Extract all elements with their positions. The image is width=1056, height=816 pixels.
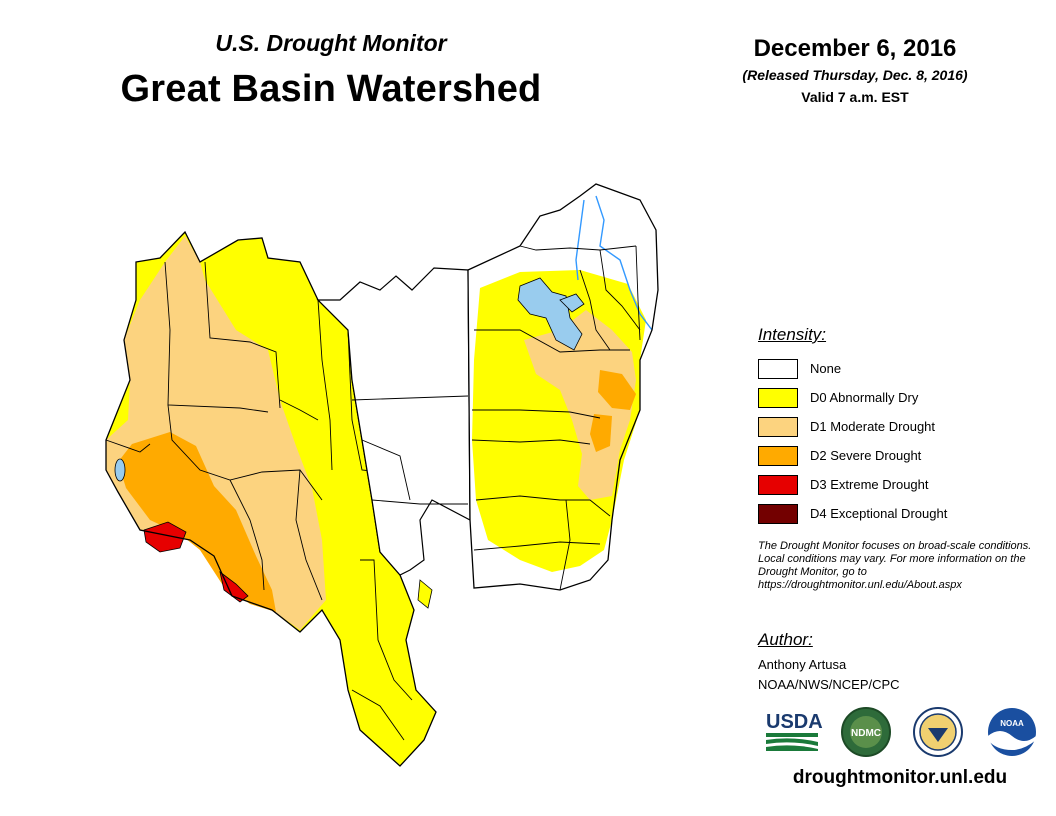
map-title: Great Basin Watershed (120, 68, 542, 110)
legend-swatch-d2 (758, 445, 798, 466)
ndmc-logo: NDMC (841, 707, 891, 757)
legend-swatch-d0 (758, 387, 798, 408)
rivers (575, 195, 653, 331)
usda-logo: USDA (766, 711, 823, 751)
legend-item: D1 Moderate Drought (758, 412, 947, 441)
east-region (467, 183, 659, 591)
west-d3-area-2 (219, 571, 249, 603)
legend-item: D2 Severe Drought (758, 441, 947, 470)
author-heading: Author: (758, 630, 813, 649)
map-subtitle: U.S. Drought Monitor (215, 30, 447, 56)
small-d0-patch (417, 579, 433, 609)
legend-item: D3 Extreme Drought (758, 470, 947, 499)
legend-label: D0 Abnormally Dry (810, 390, 919, 405)
east-d1-area (524, 310, 636, 500)
legend-label: D2 Severe Drought (810, 448, 922, 463)
legend-label: D4 Exceptional Drought (810, 506, 948, 521)
release-date: (Released Thursday, Dec. 8, 2016) (742, 67, 968, 83)
legend-label: D3 Extreme Drought (810, 477, 929, 492)
legend-item: None (758, 354, 947, 383)
author-org: NOAA/NWS/NCEP/CPC (758, 677, 900, 692)
east-d2-area-2 (590, 414, 612, 452)
east-outline (467, 183, 659, 591)
legend-title: Intensity: (758, 325, 827, 344)
west-outline (105, 230, 437, 767)
noaa-logo: NOAA (988, 708, 1036, 756)
doc-seal-logo (913, 707, 963, 757)
great-salt-lake (517, 277, 583, 351)
legend-label: None (810, 361, 842, 376)
west-d2-area (118, 432, 276, 612)
footer-url: droughtmonitor.unl.edu (792, 767, 1008, 788)
usda-logo-text: USDA (766, 711, 823, 733)
legend-swatch-d4 (758, 503, 798, 524)
noaa-logo-text: NOAA (1000, 719, 1024, 728)
east-d2-area-1 (598, 370, 636, 410)
legend-label: D1 Moderate Drought (810, 419, 936, 434)
legend: None D0 Abnormally Dry D1 Moderate Droug… (758, 354, 947, 528)
legend-item: D0 Abnormally Dry (758, 383, 947, 412)
central-basin-lines (351, 395, 469, 505)
map-date: December 6, 2016 (753, 35, 957, 62)
west-d3-area-1 (143, 521, 187, 553)
legend-swatch-none (758, 358, 798, 379)
legend-item: D4 Exceptional Drought (758, 499, 947, 528)
author-name: Anthony Artusa (758, 657, 847, 672)
agency-logos: USDA NDMC NOAA (766, 707, 1036, 757)
west-region (105, 230, 437, 767)
central-none-area (316, 267, 471, 576)
ndmc-logo-text: NDMC (851, 728, 881, 739)
valid-time: Valid 7 a.m. EST (801, 89, 909, 105)
disclaimer-note: The Drought Monitor focuses on broad-sca… (758, 540, 1032, 591)
east-basin-lines (471, 245, 641, 591)
utah-lake (559, 293, 585, 313)
legend-swatch-d1 (758, 416, 798, 437)
central-region (316, 267, 471, 609)
lake-tahoe (114, 458, 126, 482)
legend-swatch-d3 (758, 474, 798, 495)
